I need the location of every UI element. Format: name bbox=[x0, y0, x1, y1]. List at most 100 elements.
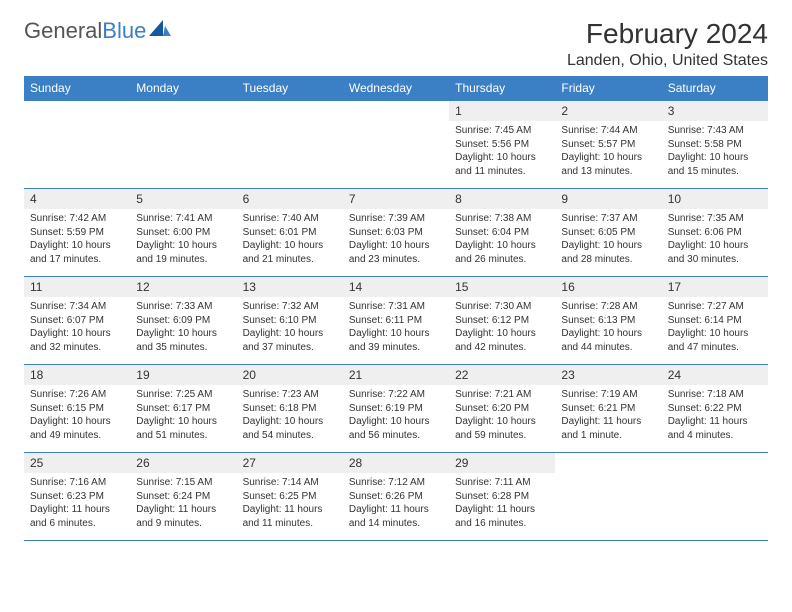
brand-logo: GeneralBlue bbox=[24, 18, 171, 44]
calendar-cell: 15Sunrise: 7:30 AMSunset: 6:12 PMDayligh… bbox=[449, 277, 555, 365]
calendar-cell: 8Sunrise: 7:38 AMSunset: 6:04 PMDaylight… bbox=[449, 189, 555, 277]
calendar-cell: 28Sunrise: 7:12 AMSunset: 6:26 PMDayligh… bbox=[343, 453, 449, 541]
calendar-cell: 13Sunrise: 7:32 AMSunset: 6:10 PMDayligh… bbox=[237, 277, 343, 365]
day-number: 5 bbox=[130, 189, 236, 209]
calendar-cell bbox=[662, 453, 768, 541]
day-info: Sunrise: 7:35 AMSunset: 6:06 PMDaylight:… bbox=[662, 209, 768, 266]
day-info: Sunrise: 7:44 AMSunset: 5:57 PMDaylight:… bbox=[555, 121, 661, 178]
day-number: 8 bbox=[449, 189, 555, 209]
calendar-week: 1Sunrise: 7:45 AMSunset: 5:56 PMDaylight… bbox=[24, 101, 768, 189]
day-number: 22 bbox=[449, 365, 555, 385]
calendar-cell: 27Sunrise: 7:14 AMSunset: 6:25 PMDayligh… bbox=[237, 453, 343, 541]
day-number: 25 bbox=[24, 453, 130, 473]
calendar-cell: 18Sunrise: 7:26 AMSunset: 6:15 PMDayligh… bbox=[24, 365, 130, 453]
day-info: Sunrise: 7:11 AMSunset: 6:28 PMDaylight:… bbox=[449, 473, 555, 530]
day-number: 27 bbox=[237, 453, 343, 473]
day-number: 7 bbox=[343, 189, 449, 209]
day-number: 28 bbox=[343, 453, 449, 473]
day-info: Sunrise: 7:42 AMSunset: 5:59 PMDaylight:… bbox=[24, 209, 130, 266]
day-number: 17 bbox=[662, 277, 768, 297]
day-number: 2 bbox=[555, 101, 661, 121]
day-info: Sunrise: 7:23 AMSunset: 6:18 PMDaylight:… bbox=[237, 385, 343, 442]
calendar-cell: 3Sunrise: 7:43 AMSunset: 5:58 PMDaylight… bbox=[662, 101, 768, 189]
day-number: 4 bbox=[24, 189, 130, 209]
calendar-cell bbox=[130, 101, 236, 189]
day-info: Sunrise: 7:15 AMSunset: 6:24 PMDaylight:… bbox=[130, 473, 236, 530]
calendar-cell: 22Sunrise: 7:21 AMSunset: 6:20 PMDayligh… bbox=[449, 365, 555, 453]
calendar-week: 4Sunrise: 7:42 AMSunset: 5:59 PMDaylight… bbox=[24, 189, 768, 277]
calendar-cell: 12Sunrise: 7:33 AMSunset: 6:09 PMDayligh… bbox=[130, 277, 236, 365]
calendar-cell: 23Sunrise: 7:19 AMSunset: 6:21 PMDayligh… bbox=[555, 365, 661, 453]
day-info: Sunrise: 7:30 AMSunset: 6:12 PMDaylight:… bbox=[449, 297, 555, 354]
day-info: Sunrise: 7:33 AMSunset: 6:09 PMDaylight:… bbox=[130, 297, 236, 354]
calendar-head: SundayMondayTuesdayWednesdayThursdayFrid… bbox=[24, 76, 768, 101]
month-title: February 2024 bbox=[567, 18, 768, 50]
day-number: 11 bbox=[24, 277, 130, 297]
day-info: Sunrise: 7:28 AMSunset: 6:13 PMDaylight:… bbox=[555, 297, 661, 354]
calendar-cell: 10Sunrise: 7:35 AMSunset: 6:06 PMDayligh… bbox=[662, 189, 768, 277]
weekday-header: Wednesday bbox=[343, 76, 449, 101]
calendar-cell bbox=[237, 101, 343, 189]
day-number: 16 bbox=[555, 277, 661, 297]
calendar-week: 18Sunrise: 7:26 AMSunset: 6:15 PMDayligh… bbox=[24, 365, 768, 453]
calendar-cell: 9Sunrise: 7:37 AMSunset: 6:05 PMDaylight… bbox=[555, 189, 661, 277]
day-info: Sunrise: 7:41 AMSunset: 6:00 PMDaylight:… bbox=[130, 209, 236, 266]
calendar-cell: 2Sunrise: 7:44 AMSunset: 5:57 PMDaylight… bbox=[555, 101, 661, 189]
calendar-cell: 25Sunrise: 7:16 AMSunset: 6:23 PMDayligh… bbox=[24, 453, 130, 541]
sail-icon bbox=[149, 18, 171, 44]
day-number: 10 bbox=[662, 189, 768, 209]
day-info: Sunrise: 7:39 AMSunset: 6:03 PMDaylight:… bbox=[343, 209, 449, 266]
day-info: Sunrise: 7:38 AMSunset: 6:04 PMDaylight:… bbox=[449, 209, 555, 266]
calendar-week: 25Sunrise: 7:16 AMSunset: 6:23 PMDayligh… bbox=[24, 453, 768, 541]
day-info: Sunrise: 7:34 AMSunset: 6:07 PMDaylight:… bbox=[24, 297, 130, 354]
day-info: Sunrise: 7:14 AMSunset: 6:25 PMDaylight:… bbox=[237, 473, 343, 530]
day-number: 12 bbox=[130, 277, 236, 297]
day-info: Sunrise: 7:40 AMSunset: 6:01 PMDaylight:… bbox=[237, 209, 343, 266]
day-number: 9 bbox=[555, 189, 661, 209]
day-number: 21 bbox=[343, 365, 449, 385]
calendar-cell: 1Sunrise: 7:45 AMSunset: 5:56 PMDaylight… bbox=[449, 101, 555, 189]
calendar-cell: 29Sunrise: 7:11 AMSunset: 6:28 PMDayligh… bbox=[449, 453, 555, 541]
weekday-header: Monday bbox=[130, 76, 236, 101]
day-number: 19 bbox=[130, 365, 236, 385]
day-number: 20 bbox=[237, 365, 343, 385]
calendar-cell: 26Sunrise: 7:15 AMSunset: 6:24 PMDayligh… bbox=[130, 453, 236, 541]
calendar-cell: 11Sunrise: 7:34 AMSunset: 6:07 PMDayligh… bbox=[24, 277, 130, 365]
day-info: Sunrise: 7:43 AMSunset: 5:58 PMDaylight:… bbox=[662, 121, 768, 178]
day-info: Sunrise: 7:12 AMSunset: 6:26 PMDaylight:… bbox=[343, 473, 449, 530]
page-header: GeneralBlue February 2024 Landen, Ohio, … bbox=[24, 18, 768, 70]
brand-part2: Blue bbox=[102, 18, 146, 44]
day-info: Sunrise: 7:26 AMSunset: 6:15 PMDaylight:… bbox=[24, 385, 130, 442]
calendar-cell: 14Sunrise: 7:31 AMSunset: 6:11 PMDayligh… bbox=[343, 277, 449, 365]
calendar-cell: 4Sunrise: 7:42 AMSunset: 5:59 PMDaylight… bbox=[24, 189, 130, 277]
day-info: Sunrise: 7:32 AMSunset: 6:10 PMDaylight:… bbox=[237, 297, 343, 354]
day-number: 23 bbox=[555, 365, 661, 385]
calendar-cell: 21Sunrise: 7:22 AMSunset: 6:19 PMDayligh… bbox=[343, 365, 449, 453]
day-info: Sunrise: 7:22 AMSunset: 6:19 PMDaylight:… bbox=[343, 385, 449, 442]
title-block: February 2024 Landen, Ohio, United State… bbox=[567, 18, 768, 70]
day-number: 6 bbox=[237, 189, 343, 209]
day-number: 26 bbox=[130, 453, 236, 473]
day-number: 24 bbox=[662, 365, 768, 385]
day-info: Sunrise: 7:31 AMSunset: 6:11 PMDaylight:… bbox=[343, 297, 449, 354]
calendar-week: 11Sunrise: 7:34 AMSunset: 6:07 PMDayligh… bbox=[24, 277, 768, 365]
weekday-header: Sunday bbox=[24, 76, 130, 101]
calendar-cell: 20Sunrise: 7:23 AMSunset: 6:18 PMDayligh… bbox=[237, 365, 343, 453]
day-number: 18 bbox=[24, 365, 130, 385]
weekday-header: Thursday bbox=[449, 76, 555, 101]
calendar-cell bbox=[555, 453, 661, 541]
day-info: Sunrise: 7:37 AMSunset: 6:05 PMDaylight:… bbox=[555, 209, 661, 266]
calendar-cell bbox=[24, 101, 130, 189]
calendar-body: 1Sunrise: 7:45 AMSunset: 5:56 PMDaylight… bbox=[24, 101, 768, 541]
calendar-cell: 19Sunrise: 7:25 AMSunset: 6:17 PMDayligh… bbox=[130, 365, 236, 453]
day-number: 15 bbox=[449, 277, 555, 297]
day-info: Sunrise: 7:25 AMSunset: 6:17 PMDaylight:… bbox=[130, 385, 236, 442]
calendar-cell: 5Sunrise: 7:41 AMSunset: 6:00 PMDaylight… bbox=[130, 189, 236, 277]
calendar-cell: 7Sunrise: 7:39 AMSunset: 6:03 PMDaylight… bbox=[343, 189, 449, 277]
day-number: 1 bbox=[449, 101, 555, 121]
weekday-header: Saturday bbox=[662, 76, 768, 101]
calendar-cell: 24Sunrise: 7:18 AMSunset: 6:22 PMDayligh… bbox=[662, 365, 768, 453]
day-number: 14 bbox=[343, 277, 449, 297]
day-info: Sunrise: 7:21 AMSunset: 6:20 PMDaylight:… bbox=[449, 385, 555, 442]
weekday-header: Tuesday bbox=[237, 76, 343, 101]
